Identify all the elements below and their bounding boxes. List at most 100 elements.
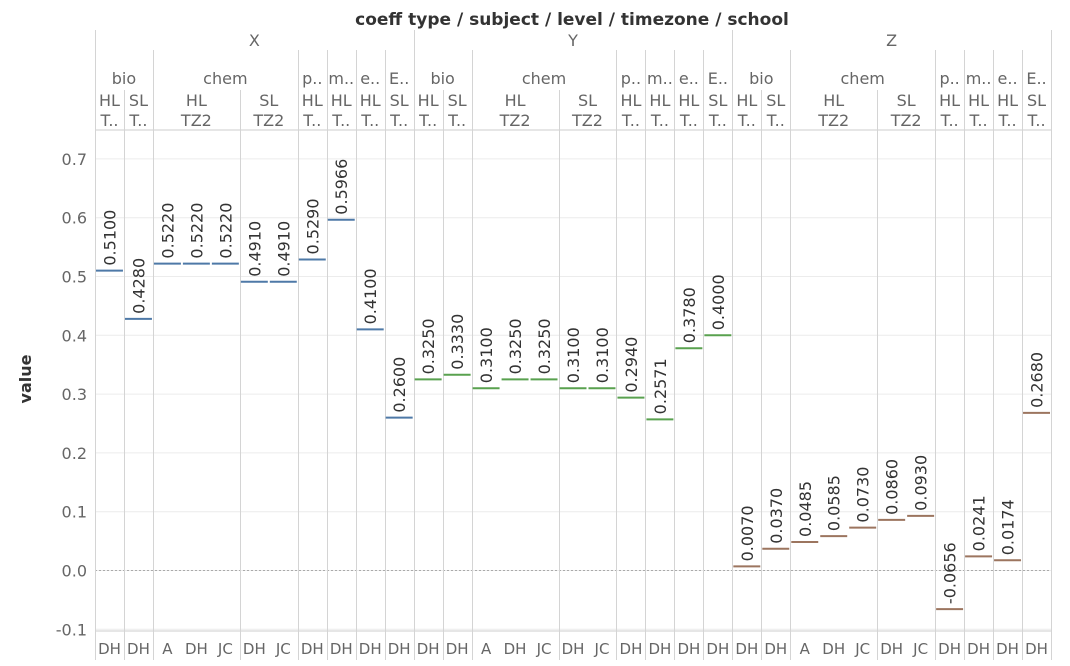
y-tick-label: 0.5: [62, 268, 87, 287]
level-header: SL: [390, 91, 409, 110]
level-header: SL: [766, 91, 785, 110]
school-label: DH: [648, 640, 671, 658]
school-label: JC: [594, 640, 610, 658]
level-header: HL: [360, 91, 381, 110]
level-header: HL: [302, 91, 323, 110]
level-header: HL: [968, 91, 989, 110]
y-tick-label: 0.6: [62, 209, 87, 228]
school-label: DH: [938, 640, 961, 658]
y-tick-label: 0.3: [62, 385, 87, 404]
school-label: JC: [275, 640, 291, 658]
data-label: 0.5290: [303, 198, 322, 254]
subject-header: e..: [360, 69, 380, 88]
timezone-header: T..: [766, 111, 785, 130]
gridlines: [95, 30, 1052, 660]
level-header: SL: [1027, 91, 1046, 110]
timezone-header: T..: [389, 111, 408, 130]
data-label: 0.5220: [216, 203, 235, 259]
data-label: 0.4100: [361, 268, 380, 324]
timezone-header: T..: [447, 111, 466, 130]
data-label: 0.5966: [332, 159, 351, 215]
school-label: JC: [536, 640, 552, 658]
data-label: 0.0585: [825, 475, 844, 531]
data-label: 0.2940: [622, 337, 641, 393]
school-label: A: [481, 640, 492, 658]
subject-header: E..: [389, 69, 409, 88]
school-label: DH: [562, 640, 585, 658]
school-label: DH: [359, 640, 382, 658]
school-label: JC: [854, 640, 870, 658]
subject-header: m..: [328, 69, 354, 88]
level-header: HL: [736, 91, 757, 110]
y-tick-label: 0.7: [62, 150, 87, 169]
level-header: HL: [99, 91, 120, 110]
group-header: Y: [567, 31, 578, 50]
data-label: 0.0730: [854, 467, 873, 523]
timezone-header: T..: [737, 111, 756, 130]
timezone-header: T..: [998, 111, 1017, 130]
y-axis-label: value: [16, 354, 35, 403]
school-label: DH: [706, 640, 729, 658]
level-header: HL: [997, 91, 1018, 110]
group-header: Z: [886, 31, 897, 50]
subject-header: E..: [708, 69, 728, 88]
data-label: 0.2571: [651, 358, 670, 414]
level-header: HL: [418, 91, 439, 110]
school-label: DH: [1025, 640, 1048, 658]
y-axis: 0.7 0.6 0.5 0.4 0.3 0.2 0.1 0.0 -0.1: [56, 150, 87, 639]
data-label: 0.3780: [680, 287, 699, 343]
timezone-header: TZ2: [571, 111, 603, 130]
data-label: 0.4910: [245, 221, 264, 277]
subject-header: p..: [939, 69, 959, 88]
school-label: DH: [822, 640, 845, 658]
data-label: 0.4000: [709, 274, 728, 330]
data-label: 0.0370: [767, 488, 786, 544]
subject-header: bio: [112, 69, 136, 88]
level-header: HL: [186, 91, 207, 110]
timezone-header: T..: [679, 111, 698, 130]
data-label: 0.0241: [970, 495, 989, 551]
subject-header: e..: [998, 69, 1018, 88]
data-label: 0.0930: [912, 455, 931, 511]
timezone-header: T..: [1026, 111, 1045, 130]
timezone-header: TZ2: [180, 111, 212, 130]
subject-header: e..: [679, 69, 699, 88]
school-label: DH: [127, 640, 150, 658]
data-label: 0.3250: [506, 318, 525, 374]
timezone-header: T..: [128, 111, 147, 130]
data-label: 0.3250: [419, 318, 438, 374]
level-header: SL: [259, 91, 278, 110]
school-label: DH: [735, 640, 758, 658]
data-label: 0.5100: [100, 210, 119, 266]
school-label: JC: [217, 640, 233, 658]
school-label: A: [162, 640, 173, 658]
data-label: 0.0174: [999, 499, 1018, 555]
data-label: 0.0070: [738, 505, 757, 561]
group-header: X: [249, 31, 260, 50]
level-header: HL: [331, 91, 352, 110]
subject-header: p..: [302, 69, 322, 88]
timezone-header: T..: [360, 111, 379, 130]
bar-marks: 0.5100 0.4280 0.5220 0.5220 0.5220 0.4910 0.49…: [96, 159, 1050, 611]
y-tick-label: -0.1: [56, 620, 87, 639]
data-label: 0.0485: [796, 481, 815, 537]
timezone-header: T..: [418, 111, 437, 130]
data-label: 0.5220: [158, 203, 177, 259]
subject-header: p..: [621, 69, 641, 88]
subject-header: chem: [841, 69, 885, 88]
school-label: DH: [98, 640, 121, 658]
school-label: JC: [912, 640, 928, 658]
school-label: DH: [504, 640, 527, 658]
data-label: 0.3250: [535, 318, 554, 374]
level-header: HL: [823, 91, 844, 110]
school-label: DH: [388, 640, 411, 658]
timezone-header: T..: [969, 111, 988, 130]
level-header: HL: [939, 91, 960, 110]
timezone-header: T..: [331, 111, 350, 130]
data-label: 0.4910: [274, 221, 293, 277]
level-header: HL: [620, 91, 641, 110]
y-tick-label: 0.0: [62, 562, 87, 581]
y-tick-label: 0.2: [62, 444, 87, 463]
